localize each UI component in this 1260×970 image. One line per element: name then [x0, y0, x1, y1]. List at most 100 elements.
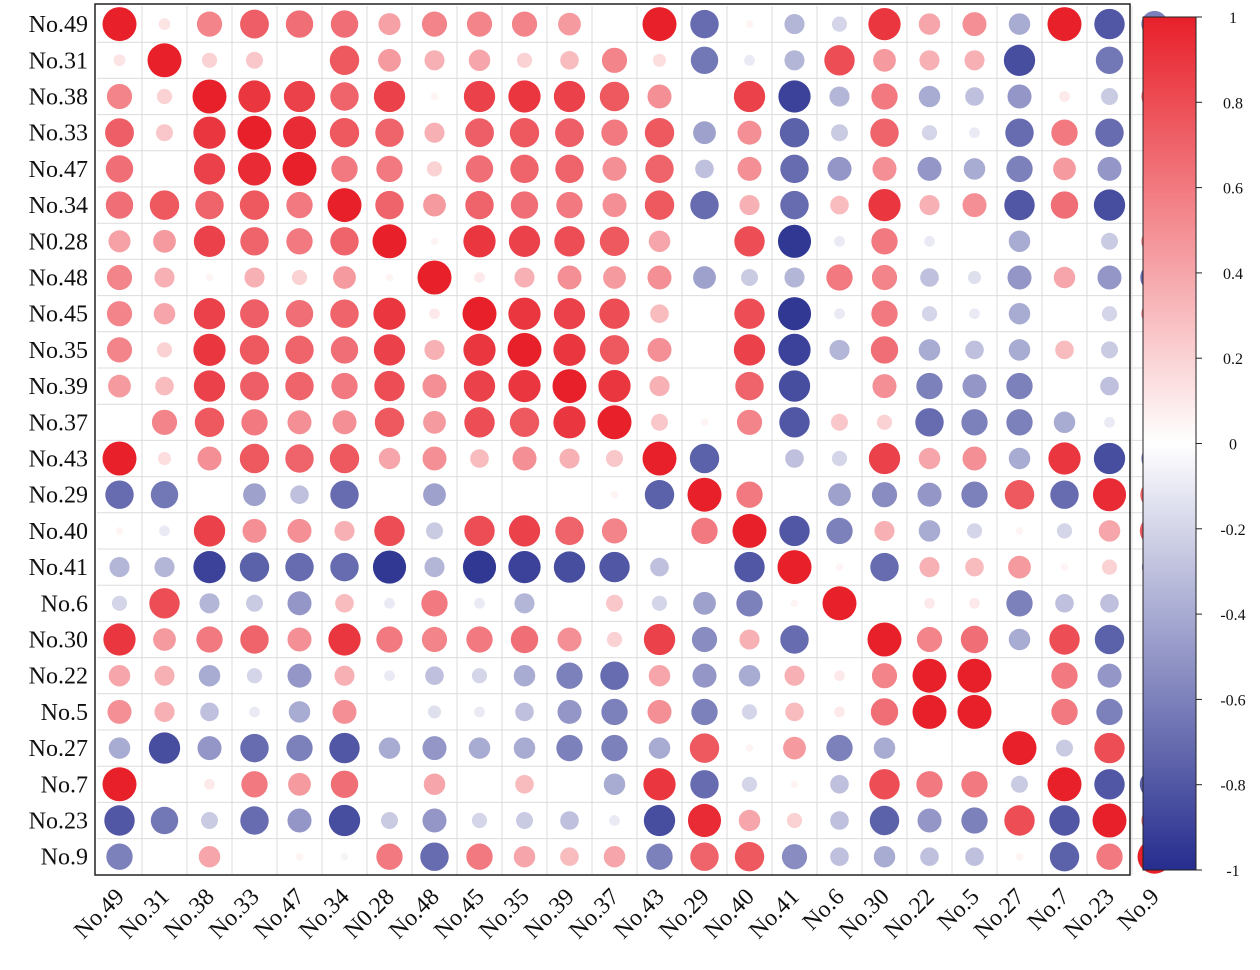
corr-circle-No.49-No.47	[285, 10, 314, 38]
corr-circle-No.31-No.33	[246, 51, 263, 69]
corr-circle-No.6-No.49	[111, 595, 128, 611]
corr-circle-No.31-N0.28	[378, 48, 401, 72]
corr-circle-No.22-No.29	[692, 663, 717, 688]
corr-circle-No.47-No.41	[780, 154, 809, 184]
corr-circle-No.35-No.31	[156, 342, 173, 358]
corr-circle-No.40-No.27	[1015, 527, 1024, 535]
corr-circle-No.39-No.22	[916, 372, 943, 400]
corr-circle-No.47-No.33	[237, 152, 272, 186]
row-labels: No.49 No.31 No.38 No.33 No.47 No.34 N0.28 No.48…	[29, 12, 88, 871]
corr-circle-No.5-No.31	[154, 701, 175, 722]
corr-circle-No.48-No.38	[205, 273, 214, 282]
corr-circle-No.30-No.30	[867, 622, 902, 657]
corr-circle-N0.28-No.47	[286, 228, 313, 255]
corr-circle-No.33-No.34	[329, 117, 360, 148]
corr-circle-N0.28-No.40	[734, 226, 765, 257]
corr-circle-No.31-No.38	[201, 52, 218, 68]
corr-circle-No.38-No.39	[553, 80, 586, 113]
corr-circle-No.33-No.41	[779, 117, 810, 148]
corr-circle-No.30-No.5	[960, 625, 989, 654]
row-label: No.45	[29, 302, 88, 328]
corr-circle-No.22-No.34	[334, 665, 355, 686]
corr-circle-No.41-No.34	[330, 552, 359, 582]
corr-circle-No.22-No.5	[957, 658, 992, 693]
corr-circle-No.34-No.29	[690, 190, 719, 220]
corr-circle-No.27-No.31	[148, 732, 181, 764]
corr-circle-No.34-No.37	[602, 193, 627, 218]
corr-circle-No.35-No.41	[778, 333, 811, 367]
corr-circle-No.33-No.43	[644, 117, 675, 148]
corr-circle-No.39-No.5	[962, 374, 987, 399]
colorbar-gradient	[1142, 16, 1197, 871]
corr-circle-No.45-No.40	[734, 298, 765, 329]
corr-circle-No.38-No.37	[599, 81, 630, 112]
corr-circle-No.45-No.22	[921, 306, 938, 322]
corr-circle-No.49-No.40	[745, 20, 754, 28]
corr-circle-No.37-No.35	[509, 407, 540, 438]
corr-circle-No.9-No.27	[1015, 852, 1024, 861]
corr-circle-No.22-No.33	[246, 668, 263, 684]
corr-circle-No.41-No.41	[777, 550, 812, 585]
corr-circle-No.9-No.5	[965, 847, 984, 867]
corr-circle-No.41-No.23	[1101, 559, 1118, 575]
corr-circle-No.37-No.31	[151, 409, 178, 435]
column-label: No.27	[969, 884, 1029, 944]
corr-circle-No.45-No.27	[1008, 302, 1031, 325]
corr-circle-No.31-No.5	[964, 50, 985, 71]
corr-circle-No.38-No.27	[1007, 84, 1032, 109]
corr-circle-No.22-No.30	[871, 663, 898, 689]
corr-circle-No.9-No.40	[734, 841, 765, 872]
corr-circle-No.41-No.45	[462, 550, 497, 584]
corr-circle-No.40-No.7	[1056, 523, 1073, 539]
corr-circle-No.30-No.39	[557, 627, 582, 652]
corr-circle-No.40-No.5	[966, 523, 983, 539]
corr-circle-No.31-No.31	[147, 43, 182, 78]
corr-circle-No.37-No.30	[876, 414, 893, 430]
row-label: No.31	[29, 48, 88, 74]
corr-circle-No.41-No.38	[193, 550, 226, 584]
corr-circle-No.37-No.7	[1053, 411, 1076, 434]
corr-circle-No.31-No.29	[690, 46, 719, 75]
corr-circle-No.35-No.39	[553, 333, 586, 367]
corr-circle-No.48-No.43	[647, 265, 672, 290]
corr-circle-No.31-No.34	[329, 45, 360, 76]
colorbar-tick-label: 0.2	[1223, 351, 1243, 368]
corr-circle-No.27-No.7	[1056, 739, 1073, 757]
corr-circle-No.35-No.48	[424, 339, 445, 360]
corr-circle-No.43-N0.28	[378, 447, 401, 470]
corr-circle-No.5-No.49	[107, 699, 132, 724]
corr-circle-No.29-No.48	[423, 483, 446, 507]
corr-circle-No.34-No.41	[780, 190, 809, 220]
corr-circle-No.40-No.6	[826, 517, 853, 545]
corr-circle-No.23-No.27	[1004, 805, 1035, 836]
corr-circle-No.38-No.45	[463, 80, 496, 113]
corr-circle-No.23-No.37	[609, 815, 620, 826]
corr-circle-No.49-No.30	[868, 7, 901, 41]
corr-circle-No.22-No.39	[556, 662, 583, 689]
corr-circle-No.7-No.40	[741, 776, 758, 792]
corr-circle-No.47-No.45	[465, 155, 494, 183]
corr-circle-No.49-No.33	[240, 9, 269, 39]
colorbar-tick-label: -0.2	[1220, 522, 1245, 539]
corr-circle-No.41-N0.28	[372, 550, 407, 584]
corr-circle-No.37-No.6	[831, 413, 848, 431]
corr-circle-No.43-No.37	[606, 450, 623, 467]
corr-circle-No.29-No.43	[644, 479, 675, 510]
corr-circle-No.47-No.22	[917, 156, 942, 181]
corr-circle-No.6-No.22	[924, 597, 935, 609]
corr-circle-No.7-No.22	[916, 771, 943, 798]
corr-circle-No.5-No.37	[601, 698, 628, 726]
corr-circle-No.38-No.38	[192, 79, 227, 114]
column-label: No.33	[204, 884, 264, 944]
row-label: No.43	[29, 447, 88, 473]
corr-circle-No.47-No.6	[827, 156, 852, 181]
corr-circle-No.40-No.34	[334, 520, 355, 541]
corr-circle-No.29-No.31	[150, 480, 179, 509]
corr-circle-N0.28-No.22	[924, 235, 935, 247]
corr-circle-No.47-No.34	[331, 155, 358, 183]
corr-circle-No.29-No.34	[330, 480, 359, 509]
colorbar-tick-label: -0.8	[1220, 778, 1245, 795]
row-label: No.27	[29, 736, 88, 762]
corr-circle-No.9-No.38	[198, 845, 221, 868]
